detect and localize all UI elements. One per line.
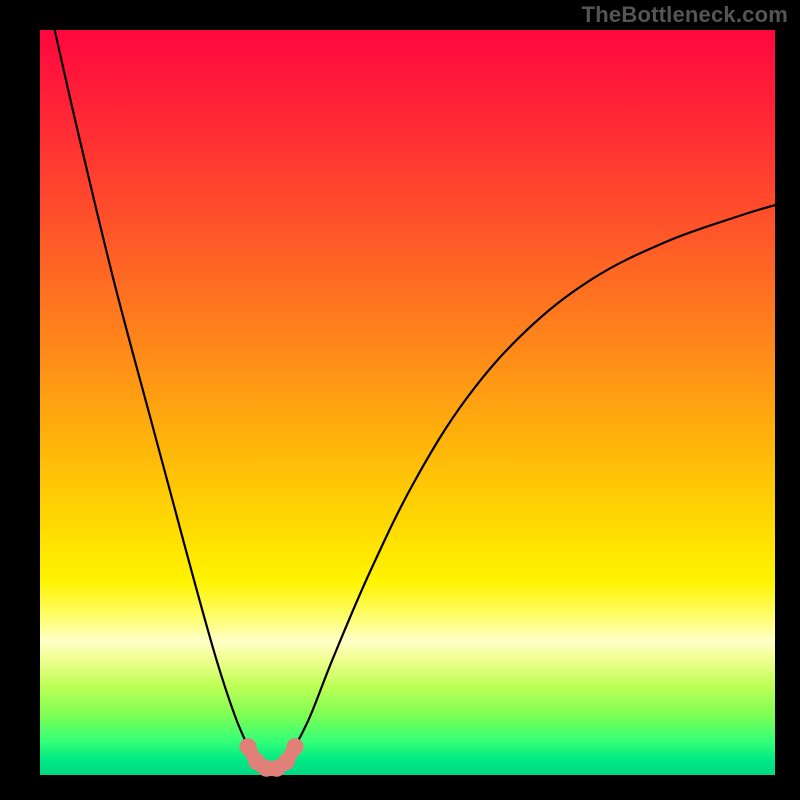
highlight-dot [287, 738, 304, 755]
plot-background [40, 30, 775, 775]
chart-container: TheBottleneck.com [0, 0, 800, 800]
watermark-text: TheBottleneck.com [582, 2, 788, 28]
bottleneck-chart [0, 0, 800, 800]
highlight-dot [240, 738, 257, 755]
highlight-dot [278, 753, 295, 770]
